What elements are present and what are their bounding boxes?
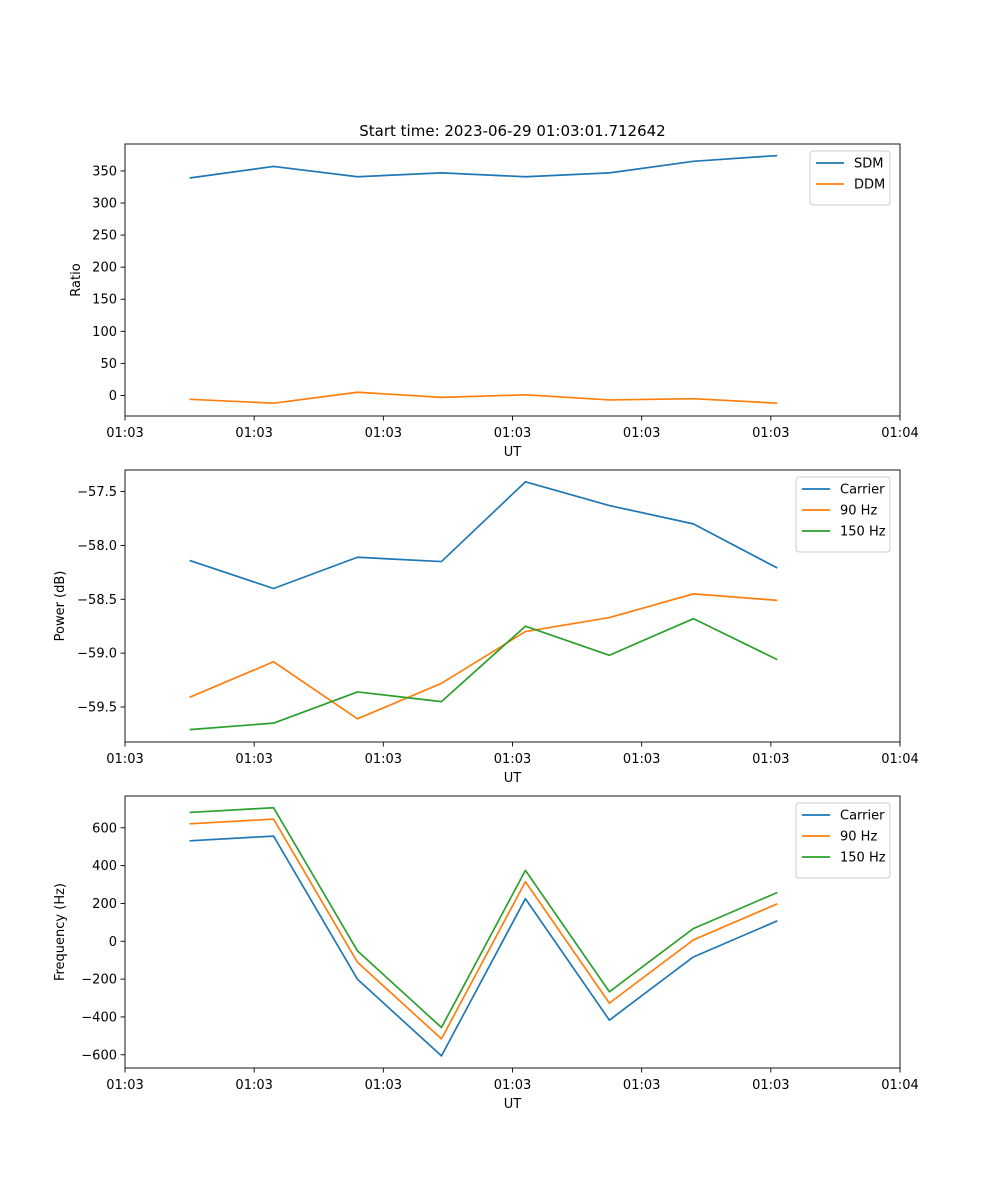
legend-label: Carrier — [840, 809, 885, 824]
y-tick-label: −57.5 — [77, 485, 117, 500]
legend-label: 90 Hz — [840, 830, 877, 845]
axes-1: 01:03 01:03 01:03 01:03 01:03 01:03 01:04 0 50 10… — [69, 143, 919, 460]
x-tick-label: 01:03 — [623, 752, 660, 767]
legend-frame — [795, 802, 891, 879]
x-tick-label: 01:03 — [235, 426, 272, 441]
y-tick-label: 0 — [109, 935, 117, 950]
x-tick-label: 01:04 — [881, 426, 918, 441]
y-tick-label: 100 — [92, 325, 117, 340]
x-tick-label: 01:03 — [106, 1078, 143, 1093]
x-tick-label: 01:03 — [365, 752, 402, 767]
y-axis-label: Frequency (Hz) — [53, 883, 68, 981]
x-axis-label: UT — [504, 445, 522, 460]
legend-label: 150 Hz — [840, 525, 886, 540]
y-tick-label: 250 — [92, 229, 117, 244]
x-tick-label: 01:03 — [623, 1078, 660, 1093]
x-tick-label: 01:04 — [881, 752, 918, 767]
x-tick-label: 01:04 — [881, 1078, 918, 1093]
y-tick-label: 600 — [92, 821, 117, 836]
series-line-2 — [189, 593, 778, 720]
figure-title: Start time: 2023-06-29 01:03:01.712642 — [359, 122, 665, 140]
axes-root: 01:03 01:03 01:03 01:03 01:03 01:03 01:04 0 50 10… — [53, 143, 919, 1112]
y-tick-label: 0 — [109, 389, 117, 404]
legend-frame — [795, 476, 891, 553]
x-tick-label: 01:03 — [106, 426, 143, 441]
x-axis-label: UT — [504, 771, 522, 786]
x-tick-label: 01:03 — [623, 426, 660, 441]
x-tick-label: 01:03 — [106, 752, 143, 767]
x-tick-label: 01:03 — [752, 426, 789, 441]
y-tick-label: 200 — [92, 897, 117, 912]
y-tick-label: −600 — [81, 1048, 117, 1063]
legend: Carrier 90 Hz 150 Hz — [795, 802, 891, 879]
x-tick-label: 01:03 — [494, 752, 531, 767]
y-tick-label: 350 — [92, 164, 117, 179]
axes-3: 01:03 01:03 01:03 01:03 01:03 01:03 01:04 −600 −… — [53, 795, 919, 1112]
x-tick-label: 01:03 — [752, 1078, 789, 1093]
legend-frame — [809, 150, 891, 206]
series-line-1 — [189, 835, 778, 1057]
legend-label: SDM — [854, 157, 883, 172]
x-tick-label: 01:03 — [235, 752, 272, 767]
y-tick-label: 300 — [92, 197, 117, 212]
series-line-3 — [189, 806, 778, 1029]
x-tick-label: 01:03 — [752, 752, 789, 767]
y-tick-label: −58.5 — [77, 593, 117, 608]
series-line-1 — [189, 481, 778, 590]
y-tick-label: −58.0 — [77, 539, 117, 554]
y-tick-label: 50 — [100, 357, 117, 372]
x-tick-label: 01:03 — [365, 426, 402, 441]
legend-label: 90 Hz — [840, 504, 877, 519]
legend-label: 150 Hz — [840, 851, 886, 866]
y-tick-label: 150 — [92, 293, 117, 308]
series-line-3 — [189, 617, 778, 731]
x-tick-label: 01:03 — [494, 426, 531, 441]
x-tick-label: 01:03 — [494, 1078, 531, 1093]
y-tick-label: −59.5 — [77, 700, 117, 715]
y-tick-label: 200 — [92, 261, 117, 276]
x-tick-label: 01:03 — [235, 1078, 272, 1093]
series-line-2 — [189, 391, 778, 405]
y-tick-label: −400 — [81, 1010, 117, 1025]
y-axis-label: Power (dB) — [53, 571, 68, 642]
legend: Carrier 90 Hz 150 Hz — [795, 476, 891, 553]
y-axis-label: Ratio — [69, 263, 84, 296]
legend-label: DDM — [854, 178, 885, 193]
series-line-2 — [189, 818, 778, 1040]
x-axis-label: UT — [504, 1097, 522, 1112]
axes-2: 01:03 01:03 01:03 01:03 01:03 01:03 01:04 −59.5… — [53, 469, 919, 786]
y-tick-label: −59.0 — [77, 647, 117, 662]
series-line-1 — [189, 154, 778, 179]
x-tick-label: 01:03 — [365, 1078, 402, 1093]
legend: SDM DDM — [809, 150, 891, 206]
y-tick-label: −200 — [81, 973, 117, 988]
legend-label: Carrier — [840, 483, 885, 498]
y-tick-label: 400 — [92, 859, 117, 874]
